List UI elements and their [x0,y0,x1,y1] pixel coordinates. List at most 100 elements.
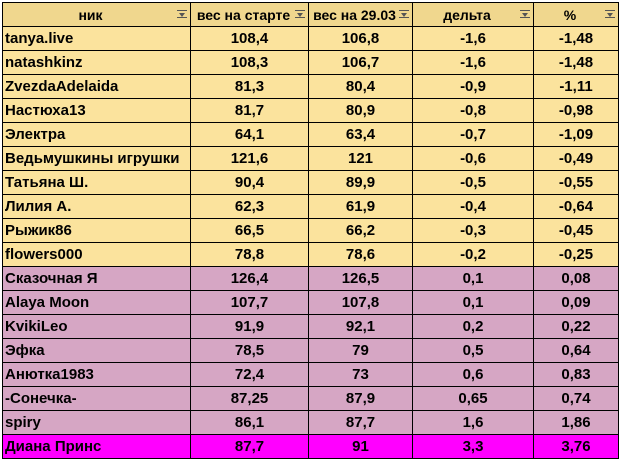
cell-delta[interactable]: 0,5 [412,338,534,363]
cell-current-weight[interactable]: 61,9 [308,194,413,219]
cell-delta[interactable]: -1,6 [412,50,534,75]
cell-start-weight[interactable]: 126,4 [190,266,309,291]
cell-current-weight[interactable]: 66,2 [308,218,413,243]
cell-delta[interactable]: -0,4 [412,194,534,219]
cell-start-weight[interactable]: 78,5 [190,338,309,363]
filter-icon[interactable] [520,8,530,20]
cell-nick[interactable]: natashkinz [2,50,191,75]
cell-percent[interactable]: -1,48 [533,50,619,75]
cell-start-weight[interactable]: 78,8 [190,242,309,267]
cell-percent[interactable]: 0,09 [533,290,619,315]
cell-current-weight[interactable]: 87,9 [308,386,413,411]
cell-nick[interactable]: spiry [2,410,191,435]
cell-delta[interactable]: -0,5 [412,170,534,195]
cell-start-weight[interactable]: 91,9 [190,314,309,339]
cell-nick[interactable]: Ведьмушкины игрушки [2,146,191,171]
cell-nick[interactable]: -Сонечка- [2,386,191,411]
cell-current-weight[interactable]: 80,9 [308,98,413,123]
cell-nick[interactable]: KvikiLeo [2,314,191,339]
cell-percent[interactable]: 1,86 [533,410,619,435]
cell-percent[interactable]: -0,25 [533,242,619,267]
cell-current-weight[interactable]: 126,5 [308,266,413,291]
header-delta[interactable]: дельта [412,2,534,27]
cell-delta[interactable]: 1,6 [412,410,534,435]
cell-current-weight[interactable]: 107,8 [308,290,413,315]
filter-icon[interactable] [295,8,305,20]
cell-delta[interactable]: -0,6 [412,146,534,171]
cell-nick[interactable]: Диана Принс [2,434,191,459]
cell-delta[interactable]: 3,3 [412,434,534,459]
cell-start-weight[interactable]: 66,5 [190,218,309,243]
cell-current-weight[interactable]: 121 [308,146,413,171]
cell-current-weight[interactable]: 106,7 [308,50,413,75]
cell-start-weight[interactable]: 87,7 [190,434,309,459]
cell-start-weight[interactable]: 72,4 [190,362,309,387]
cell-nick[interactable]: Alaya Moon [2,290,191,315]
cell-start-weight[interactable]: 121,6 [190,146,309,171]
cell-start-weight[interactable]: 90,4 [190,170,309,195]
cell-percent[interactable]: -1,11 [533,74,619,99]
cell-current-weight[interactable]: 80,4 [308,74,413,99]
header-start-weight[interactable]: вес на старте [190,2,309,27]
cell-delta[interactable]: -0,8 [412,98,534,123]
cell-current-weight[interactable]: 91 [308,434,413,459]
cell-delta[interactable]: -0,7 [412,122,534,147]
cell-current-weight[interactable]: 92,1 [308,314,413,339]
cell-percent[interactable]: 0,22 [533,314,619,339]
cell-nick[interactable]: Эфка [2,338,191,363]
cell-delta[interactable]: 0,65 [412,386,534,411]
cell-percent[interactable]: -1,09 [533,122,619,147]
cell-nick[interactable]: Анютка1983 [2,362,191,387]
cell-current-weight[interactable]: 63,4 [308,122,413,147]
cell-percent[interactable]: -0,55 [533,170,619,195]
cell-start-weight[interactable]: 64,1 [190,122,309,147]
header-percent[interactable]: % [533,2,619,27]
cell-percent[interactable]: -0,64 [533,194,619,219]
cell-percent[interactable]: 0,74 [533,386,619,411]
cell-percent[interactable]: -0,98 [533,98,619,123]
cell-delta[interactable]: -1,6 [412,26,534,51]
cell-delta[interactable]: -0,2 [412,242,534,267]
cell-current-weight[interactable]: 106,8 [308,26,413,51]
cell-delta[interactable]: -0,9 [412,74,534,99]
cell-start-weight[interactable]: 81,3 [190,74,309,99]
cell-delta[interactable]: 0,6 [412,362,534,387]
cell-start-weight[interactable]: 62,3 [190,194,309,219]
cell-percent[interactable]: 0,64 [533,338,619,363]
cell-nick[interactable]: Рыжик86 [2,218,191,243]
cell-current-weight[interactable]: 73 [308,362,413,387]
cell-nick[interactable]: ZvezdaAdelaida [2,74,191,99]
cell-delta[interactable]: 0,1 [412,290,534,315]
cell-current-weight[interactable]: 79 [308,338,413,363]
cell-start-weight[interactable]: 87,25 [190,386,309,411]
cell-current-weight[interactable]: 87,7 [308,410,413,435]
cell-percent[interactable]: 0,08 [533,266,619,291]
cell-start-weight[interactable]: 108,3 [190,50,309,75]
cell-nick[interactable]: Электра [2,122,191,147]
cell-current-weight[interactable]: 78,6 [308,242,413,267]
cell-start-weight[interactable]: 86,1 [190,410,309,435]
cell-nick[interactable]: tanya.live [2,26,191,51]
cell-nick[interactable]: Лилия А. [2,194,191,219]
cell-delta[interactable]: 0,2 [412,314,534,339]
cell-start-weight[interactable]: 108,4 [190,26,309,51]
cell-percent[interactable]: -1,48 [533,26,619,51]
header-nick[interactable]: ник [2,2,191,27]
cell-percent[interactable]: 3,76 [533,434,619,459]
cell-current-weight[interactable]: 89,9 [308,170,413,195]
filter-icon[interactable] [177,8,187,20]
cell-percent[interactable]: -0,49 [533,146,619,171]
cell-delta[interactable]: -0,3 [412,218,534,243]
filter-icon[interactable] [605,8,615,20]
cell-percent[interactable]: 0,83 [533,362,619,387]
cell-delta[interactable]: 0,1 [412,266,534,291]
cell-nick[interactable]: Сказочная Я [2,266,191,291]
cell-nick[interactable]: flowers000 [2,242,191,267]
cell-percent[interactable]: -0,45 [533,218,619,243]
cell-start-weight[interactable]: 107,7 [190,290,309,315]
header-current-weight[interactable]: вес на 29.03 [308,2,413,27]
filter-icon[interactable] [399,8,409,20]
cell-nick[interactable]: Татьяна Ш. [2,170,191,195]
cell-start-weight[interactable]: 81,7 [190,98,309,123]
cell-nick[interactable]: Настюха13 [2,98,191,123]
